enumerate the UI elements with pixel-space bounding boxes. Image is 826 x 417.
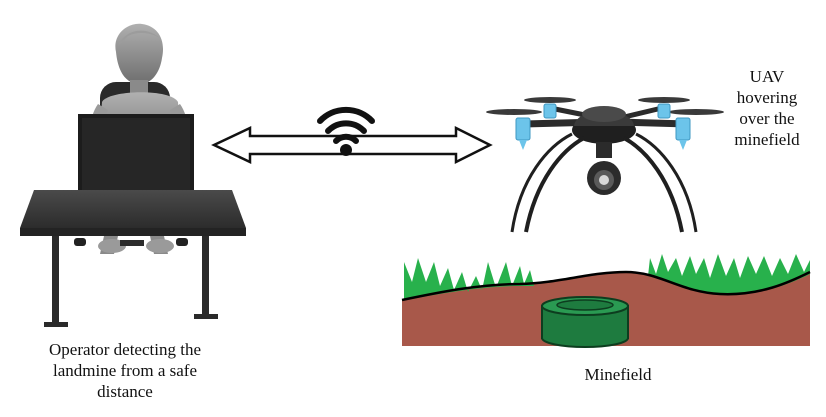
operator-desk-icon (20, 23, 246, 327)
uav-caption: UAV hovering over the minefield (734, 67, 800, 149)
drone-icon (486, 97, 724, 233)
wireless-link-icon (211, 106, 493, 165)
operator-caption: Operator detecting the landmine from a s… (49, 340, 201, 401)
minefield-icon (401, 254, 811, 348)
minefield-caption: Minefield (584, 365, 652, 384)
